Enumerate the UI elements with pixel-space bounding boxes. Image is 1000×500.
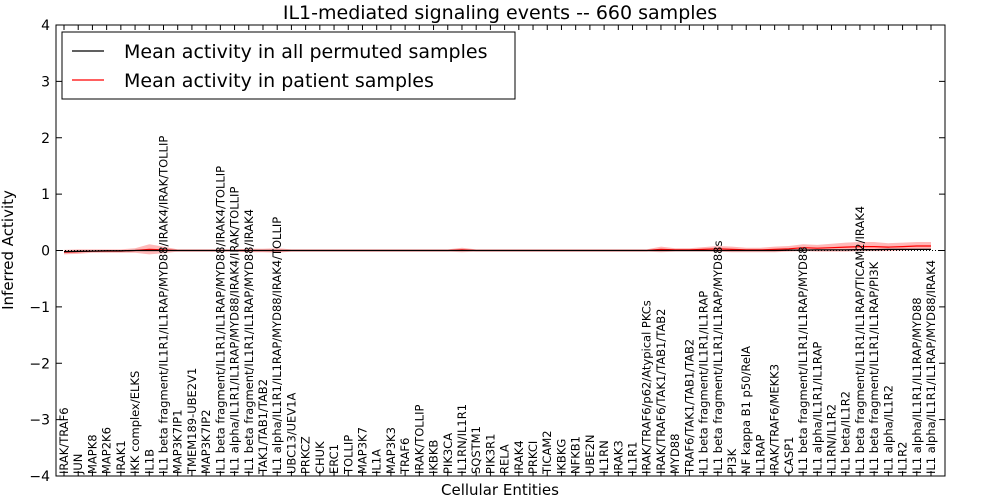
- y-tick-label: −1: [29, 300, 50, 316]
- x-tick-label: IRAK/TRAF6: [57, 407, 71, 474]
- x-tick-label: PIK3CA: [441, 433, 455, 474]
- x-tick-label: NF kappa B1 p50/RelA: [739, 346, 753, 474]
- y-tick-label: 2: [41, 131, 50, 147]
- x-tick-label: IL1R2: [896, 442, 910, 474]
- y-axis-label: Inferred Activity: [0, 190, 17, 310]
- series-line-permuted: [63, 248, 931, 253]
- x-tick-label: IL1RN: [597, 440, 611, 474]
- x-tick-label: TMEM189-UBE2V1: [185, 368, 199, 475]
- x-tick-label: IL1 alpha/IL1R2: [881, 385, 895, 474]
- x-tick-label: TOLLIP: [341, 435, 355, 475]
- x-tick-label: IL1 beta fragment/IL1R1/IL1RAP/MYD88s: [711, 241, 725, 474]
- x-tick-label: PIK3R1: [483, 434, 497, 475]
- x-tick-label: IRAK4: [512, 440, 526, 474]
- y-tick-label: 4: [41, 18, 50, 34]
- x-tick-label: CHUK: [313, 441, 327, 474]
- x-tick-label: PRKCZ: [299, 436, 313, 474]
- y-tick-label: −3: [29, 413, 50, 429]
- y-tick-label: 0: [41, 244, 50, 260]
- x-tick-label: IKBKG: [555, 439, 569, 474]
- x-tick-label: IKBKB: [427, 440, 441, 474]
- legend: Mean activity in all permuted samples Me…: [61, 31, 516, 100]
- x-tick-label: MYD88: [668, 434, 682, 474]
- x-tick-label: IRAK/TRAF6/TAK1/TAB1/TAB2: [654, 309, 668, 474]
- y-tick-label: 1: [41, 187, 50, 203]
- x-tick-label: IL1 beta fragment/IL1R1/IL1RAP/PI3K: [867, 261, 881, 474]
- x-tick-label: IL1RN/IL1R2: [825, 404, 839, 474]
- x-tick-label: IRAK/TRAF6/p62/Atypical PKCs: [640, 300, 654, 474]
- x-tick-label: MAPK8: [85, 434, 99, 474]
- x-tick-label: IRAK3: [611, 440, 625, 474]
- chart-title: IL1-mediated signaling events -- 660 sam…: [283, 2, 717, 24]
- x-tick-label: MAP3K7: [356, 427, 370, 474]
- x-tick-label: IRAK/TOLLIP: [412, 405, 426, 474]
- x-tick-label: IRAK1: [114, 440, 128, 474]
- x-tick-label: IL1RN/IL1R1: [455, 404, 469, 474]
- x-tick-label: IL1 beta fragment/IL1R1/IL1RAP/MYD88/IRA…: [242, 209, 256, 474]
- x-tick-label: IKK complex/ELKS: [128, 371, 142, 474]
- y-tick-label: −2: [29, 356, 50, 372]
- x-tick-label: IL1 beta fragment/IL1R1/IL1RAP/TICAM2/IR…: [853, 206, 867, 474]
- x-tick-label: IL1 alpha/IL1R1/IL1RAP: [810, 342, 824, 474]
- x-axis-label: Cellular Entities: [441, 481, 559, 499]
- x-tick-label: IL1 beta fragment/IL1R1/IL1RAP/MYD88/IRA…: [157, 136, 171, 474]
- x-tick-label: TICAM2: [540, 430, 554, 475]
- x-tick-label: IL1 alpha/IL1R1/IL1RAP/MYD88: [910, 297, 924, 474]
- x-tick-label: IL1 beta fragment/IL1R1/IL1RAP: [697, 291, 711, 474]
- x-tick-label: TAK1/TAB1/TAB2: [256, 379, 270, 475]
- x-tick-label: IL1 beta fragment/IL1R1/IL1RAP/MYD88: [796, 247, 810, 474]
- x-tick-label: IL1A: [370, 449, 384, 474]
- x-tick-label: CASP1: [782, 437, 796, 474]
- x-tick-label: ERC1: [327, 444, 341, 474]
- x-tick-label: UBC13/UEV1A: [284, 392, 298, 474]
- y-tick-label: 3: [41, 74, 50, 90]
- x-tick-label: PRKCI: [526, 441, 540, 474]
- legend-label-permuted: Mean activity in all permuted samples: [124, 41, 487, 63]
- x-tick-label: JUN: [71, 454, 85, 475]
- x-tick-label: IL1 alpha/IL1R1/IL1RAP/MYD88/IRAK4/IRAK/…: [228, 187, 242, 474]
- patient-confidence-band: [64, 242, 931, 255]
- x-tick-label: IL1 beta fragment/IL1R1/IL1RAP/MYD88/IRA…: [213, 166, 227, 474]
- x-tick-label: IL1 alpha/IL1R1/IL1RAP/MYD88/IRAK4: [924, 260, 938, 474]
- x-tick-label: PI3K: [725, 448, 739, 474]
- plot-frame: [55, 24, 946, 477]
- x-tick-label: IL1R1: [626, 442, 640, 474]
- x-tick-label: IL1B: [142, 449, 156, 474]
- x-tick-label: NFKB1: [569, 436, 583, 474]
- x-tick-label: IL1RAP: [753, 434, 767, 474]
- x-tick-label: IL1 beta/IL1R2: [839, 391, 853, 474]
- x-tick-label: TRAF6/TAK1/TAB1/TAB2: [682, 339, 696, 475]
- legend-label-patient: Mean activity in patient samples: [124, 70, 434, 92]
- x-tick-label: RELA: [498, 444, 512, 474]
- x-tick-label: SQSTM1: [469, 426, 483, 474]
- legend-box: [61, 31, 516, 100]
- x-tick-label: MAP3K7IP2: [199, 409, 213, 474]
- x-tick-label: MAP3K7IP1: [171, 409, 185, 474]
- x-tick-label: IRAK/TRAF6/MEKK3: [768, 364, 782, 474]
- x-tick-label: UBE2N: [583, 435, 597, 475]
- x-tick-label: MAP2K6: [100, 427, 114, 474]
- x-tick-label: MAP3K3: [384, 427, 398, 474]
- x-tick-label: IL1 alpha/IL1R1/IL1RAP/MYD88/IRAK4/TOLLI…: [270, 217, 284, 474]
- y-tick-label: −4: [29, 469, 50, 485]
- x-tick-label: TRAF6: [398, 438, 412, 475]
